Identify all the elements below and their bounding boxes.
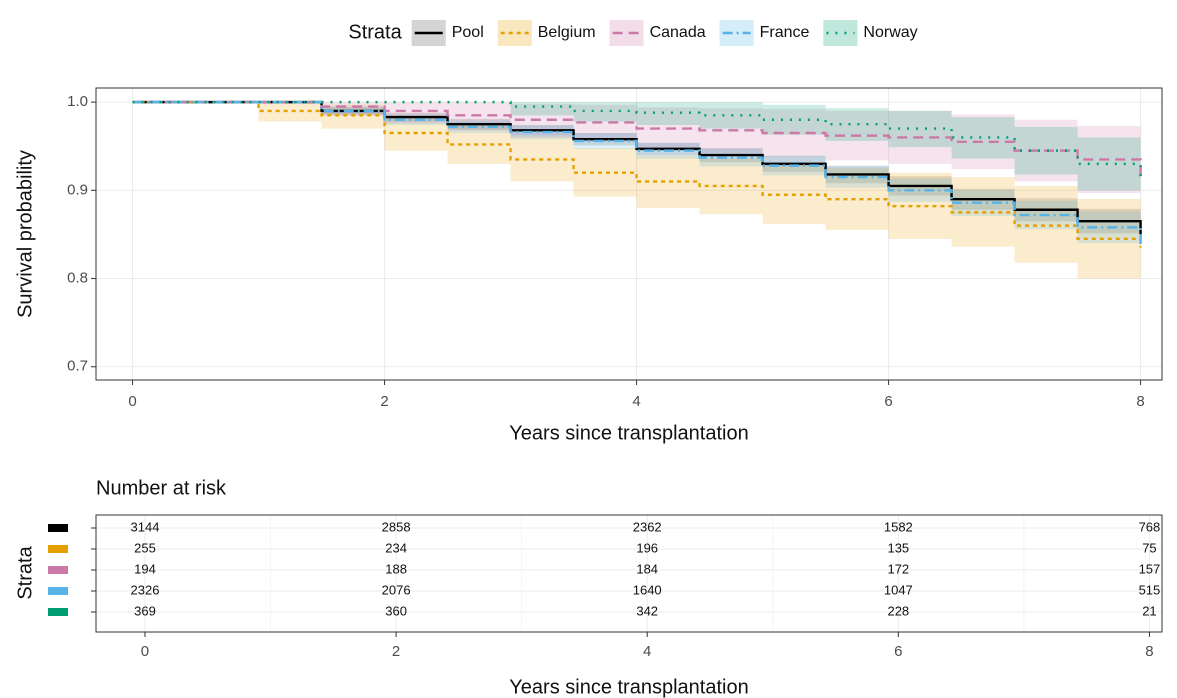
risk-count: 2076	[382, 582, 411, 597]
confidence-band	[132, 102, 1141, 266]
risk-count: 194	[134, 561, 156, 576]
risk-count: 228	[887, 603, 909, 618]
risk-count: 342	[636, 603, 658, 618]
y-tick-label: 1.0	[67, 93, 88, 110]
risk-count: 360	[385, 603, 407, 618]
risk-table-x-title: Years since transplantation	[509, 676, 748, 698]
x-axis-title: Years since transplantation	[509, 422, 748, 444]
risk-count: 196	[636, 540, 658, 555]
strata-swatch	[48, 608, 68, 616]
x-tick-label: 8	[1145, 643, 1153, 660]
legend: Strata Pool Belgium Canada France Norway	[348, 20, 918, 46]
x-tick-label: 8	[1136, 393, 1144, 410]
strata-swatch	[48, 566, 68, 574]
legend-label: Canada	[650, 24, 706, 41]
x-tick-label: 4	[632, 393, 640, 410]
risk-count: 515	[1139, 582, 1161, 597]
confidence-band	[132, 102, 1141, 297]
x-tick-label: 6	[894, 643, 902, 660]
legend-title: Strata	[348, 21, 402, 43]
risk-table-title: Number at risk	[96, 477, 227, 499]
risk-count: 369	[134, 603, 156, 618]
risk-count: 768	[1139, 519, 1161, 534]
risk-count: 184	[636, 561, 658, 576]
risk-count: 75	[1142, 540, 1156, 555]
legend-label: France	[760, 24, 810, 41]
risk-count: 1047	[884, 582, 913, 597]
risk-count: 234	[385, 540, 407, 555]
risk-table-y-title: Strata	[14, 545, 36, 599]
risk-count: 157	[1139, 561, 1161, 576]
x-tick-label: 2	[380, 393, 388, 410]
strata-swatch	[48, 545, 68, 553]
y-tick-label: 0.9	[67, 181, 88, 198]
x-tick-label: 4	[643, 643, 651, 660]
legend-label: Pool	[452, 24, 484, 41]
survival-line	[132, 100, 1142, 248]
legend-key	[823, 20, 858, 46]
x-tick-label: 6	[884, 393, 892, 410]
risk-count: 21	[1142, 603, 1156, 618]
confidence-band	[132, 102, 1141, 213]
risk-count: 1640	[633, 582, 662, 597]
strata-swatch	[48, 524, 68, 532]
risk-count: 255	[134, 540, 156, 555]
risk-count: 2326	[131, 582, 160, 597]
risk-count: 3144	[131, 519, 160, 534]
strata-swatch	[48, 587, 68, 595]
y-tick-label: 0.8	[67, 270, 88, 287]
risk-table-border	[95, 514, 1163, 633]
plot-border	[95, 87, 1163, 381]
risk-count: 1582	[884, 519, 913, 534]
risk-count: 2362	[633, 519, 662, 534]
x-tick-label: 0	[128, 393, 136, 410]
confidence-band	[132, 102, 1141, 220]
risk-count: 135	[887, 540, 909, 555]
risk-count: 172	[887, 561, 909, 576]
legend-label: Belgium	[538, 24, 596, 41]
y-tick-label: 0.7	[67, 358, 88, 375]
risk-count: 188	[385, 561, 407, 576]
x-tick-label: 0	[141, 643, 149, 660]
x-tick-label: 2	[392, 643, 400, 660]
legend-label: Norway	[863, 24, 917, 41]
y-axis-title: Survival probability	[14, 150, 36, 318]
risk-count: 2858	[382, 519, 411, 534]
